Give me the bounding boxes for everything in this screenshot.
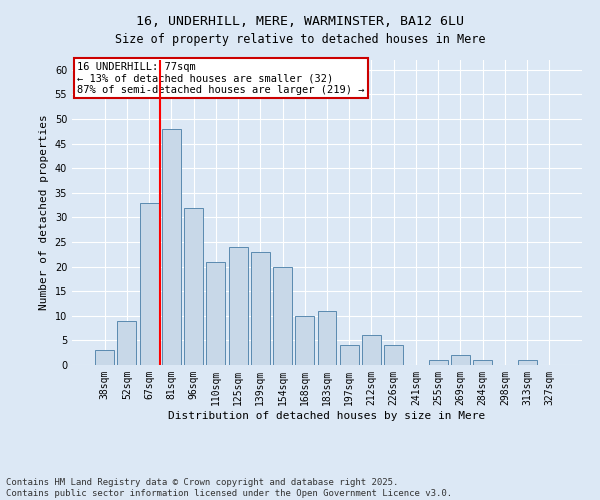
Bar	[518, 360, 536, 365]
Bar	[162, 129, 181, 365]
Bar	[340, 346, 359, 365]
Bar	[451, 355, 470, 365]
Bar	[95, 350, 114, 365]
Bar	[184, 208, 203, 365]
Y-axis label: Number of detached properties: Number of detached properties	[39, 114, 49, 310]
Text: Size of property relative to detached houses in Mere: Size of property relative to detached ho…	[115, 32, 485, 46]
Bar	[273, 266, 292, 365]
Text: 16 UNDERHILL: 77sqm
← 13% of detached houses are smaller (32)
87% of semi-detach: 16 UNDERHILL: 77sqm ← 13% of detached ho…	[77, 62, 365, 94]
Bar	[295, 316, 314, 365]
Bar	[362, 336, 381, 365]
Bar	[429, 360, 448, 365]
Bar	[118, 320, 136, 365]
Bar	[206, 262, 225, 365]
Bar	[317, 311, 337, 365]
Bar	[229, 247, 248, 365]
Bar	[384, 346, 403, 365]
Bar	[140, 202, 158, 365]
Bar	[251, 252, 270, 365]
X-axis label: Distribution of detached houses by size in Mere: Distribution of detached houses by size …	[169, 410, 485, 420]
Text: 16, UNDERHILL, MERE, WARMINSTER, BA12 6LU: 16, UNDERHILL, MERE, WARMINSTER, BA12 6L…	[136, 15, 464, 28]
Bar	[473, 360, 492, 365]
Text: Contains HM Land Registry data © Crown copyright and database right 2025.
Contai: Contains HM Land Registry data © Crown c…	[6, 478, 452, 498]
